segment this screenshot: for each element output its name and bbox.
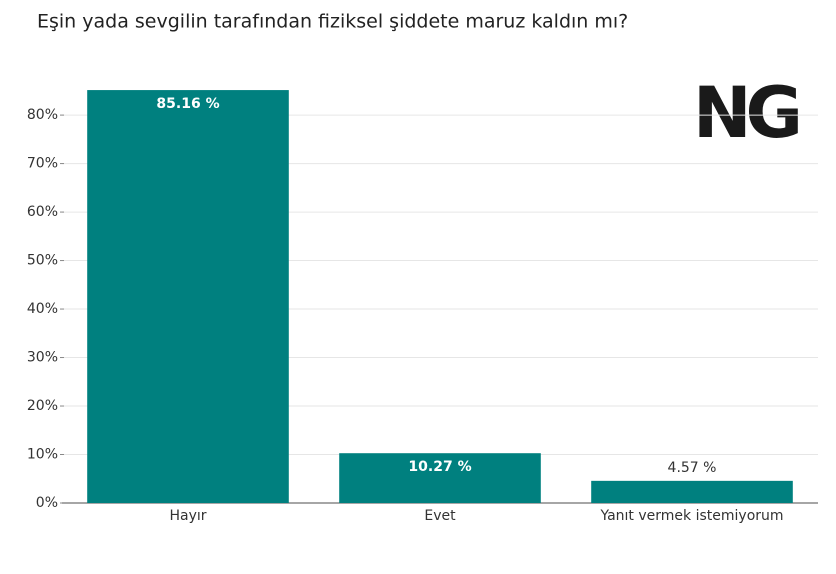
x-tick-label: Evet (424, 508, 456, 524)
y-tick-label: 40% (27, 301, 58, 317)
chart-title: Eşin yada sevgilin tarafından fiziksel ş… (37, 11, 628, 33)
y-tick-label: 20% (27, 398, 58, 414)
y-tick-label: 70% (27, 156, 58, 172)
y-tick-label: 0% (36, 495, 58, 511)
y-tick-label: 50% (27, 253, 58, 269)
value-label: 85.16 % (156, 96, 219, 112)
value-label: 10.27 % (408, 459, 471, 475)
bar (591, 480, 793, 503)
bar (339, 453, 541, 503)
bar (87, 90, 289, 503)
value-label: 4.57 % (668, 460, 717, 476)
logo: NG (693, 72, 799, 154)
y-tick-label: 60% (27, 204, 58, 220)
x-tick-label: Yanıt vermek istemiyorum (599, 508, 783, 524)
x-tick-label: Hayır (169, 508, 206, 524)
y-tick-label: 30% (27, 350, 58, 366)
y-tick-label: 10% (27, 447, 58, 463)
y-tick-label: 80% (27, 107, 58, 123)
